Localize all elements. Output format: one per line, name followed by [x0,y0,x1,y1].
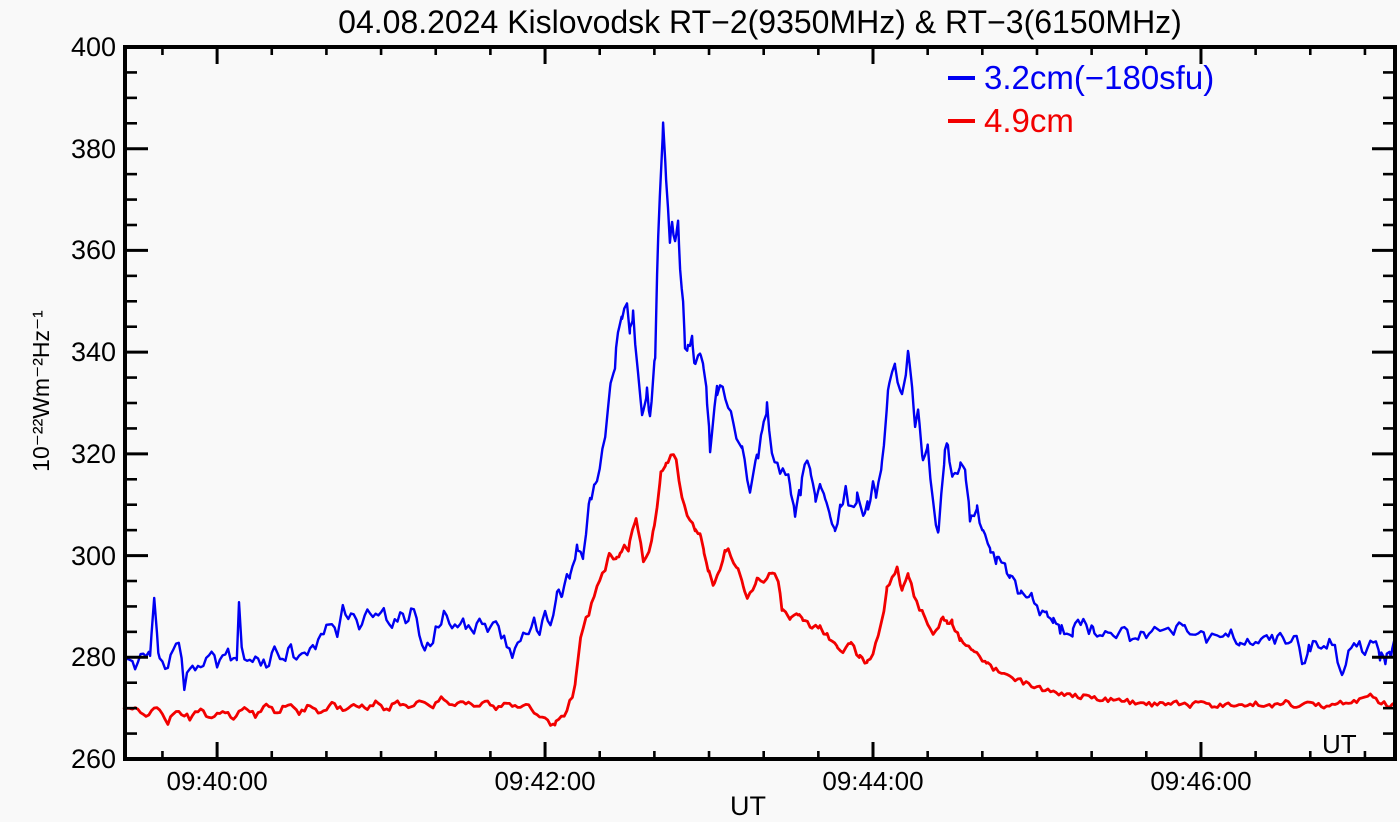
series-line-blue-3-2cm [123,121,1397,692]
series-line-red-4-9cm [122,453,1397,727]
plot-frame [123,45,1397,761]
radio-flux-chart: 04.08.2024 Kislovodsk RT−2(9350MHz) & RT… [28,4,1397,821]
plot-area [122,45,1397,761]
